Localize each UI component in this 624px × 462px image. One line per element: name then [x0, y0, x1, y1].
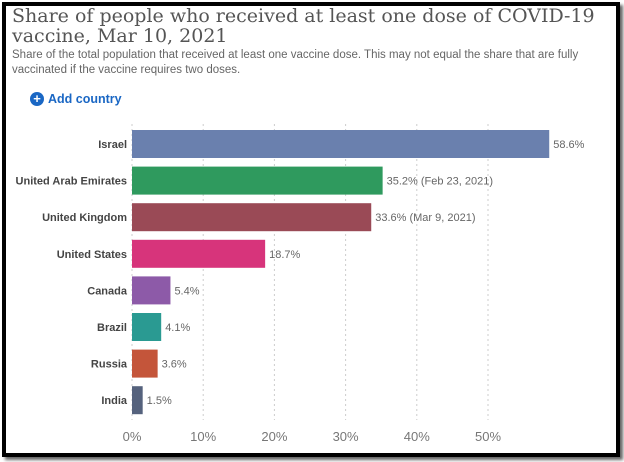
plus-circle-icon: + — [30, 92, 44, 106]
x-tick-label: 50% — [475, 429, 501, 444]
bar-united-kingdom — [132, 203, 372, 232]
bar-united-arab-emirates — [132, 166, 383, 195]
chart-subtitle: Share of the total population that recei… — [12, 49, 579, 76]
value-label: 58.6% — [553, 139, 584, 151]
value-label: 3.6% — [162, 359, 187, 371]
value-label: 1.5% — [147, 395, 172, 407]
bar-united-states — [132, 239, 266, 268]
value-label: 4.1% — [165, 322, 190, 334]
bar-israel — [132, 130, 550, 158]
category-label: Russia — [91, 359, 128, 371]
x-tick-label: 10% — [190, 429, 216, 444]
value-label: 35.2% (Feb 23, 2021) — [387, 176, 493, 188]
bar-canada — [132, 276, 171, 305]
category-label: United Arab Emirates — [16, 176, 127, 188]
category-label: India — [101, 395, 128, 407]
value-label: 5.4% — [174, 285, 199, 297]
x-tick-label: 20% — [261, 429, 287, 444]
add-country-label: Add country — [48, 92, 122, 106]
bar-russia — [132, 349, 158, 378]
chart-title: Share of people who received at least on… — [12, 5, 595, 47]
value-label: 33.6% (Mar 9, 2021) — [375, 212, 475, 224]
bar-brazil — [132, 313, 162, 341]
add-country-button[interactable]: + Add country — [30, 92, 122, 106]
category-label: United States — [57, 249, 127, 261]
category-label: Brazil — [97, 322, 127, 334]
category-label: Canada — [87, 285, 128, 297]
value-label: 18.7% — [269, 249, 300, 261]
x-tick-label: 30% — [333, 429, 359, 444]
x-tick-label: 0% — [123, 429, 142, 444]
category-label: Israel — [98, 139, 127, 151]
bar-india — [132, 386, 143, 415]
category-label: United Kingdom — [42, 212, 127, 224]
x-tick-label: 40% — [404, 429, 430, 444]
